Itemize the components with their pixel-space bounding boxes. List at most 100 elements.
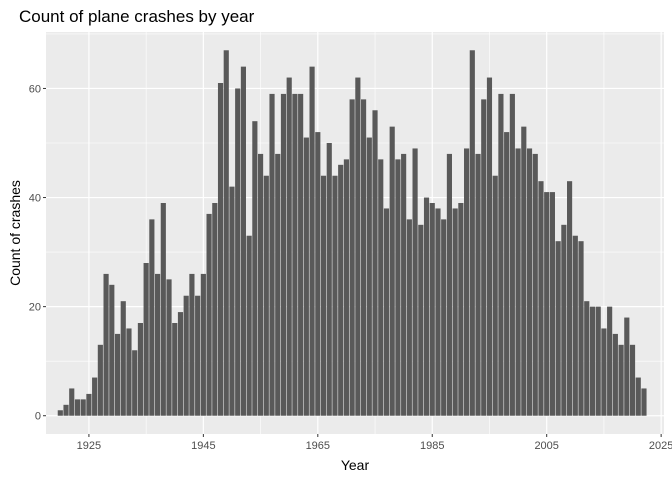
plot-panel xyxy=(46,32,664,434)
bar xyxy=(412,148,418,416)
bar xyxy=(160,203,166,416)
y-tick-label: 20 xyxy=(29,302,41,314)
bar xyxy=(315,132,321,416)
bars-group xyxy=(57,50,647,416)
bar xyxy=(418,224,424,416)
y-axis-ticks: 0 20 40 60 xyxy=(29,83,46,423)
y-tick-label: 40 xyxy=(29,193,41,205)
bar xyxy=(292,93,298,416)
bar xyxy=(263,175,269,416)
bar xyxy=(469,50,475,416)
bar xyxy=(200,273,206,416)
bar xyxy=(629,344,636,416)
bar xyxy=(246,235,252,416)
bar xyxy=(217,83,224,416)
bar xyxy=(195,295,201,416)
x-axis-ticks: 1925 1945 1965 1985 2005 2025 xyxy=(77,434,672,452)
bar xyxy=(114,333,121,416)
bar xyxy=(132,350,138,416)
bar xyxy=(406,219,412,416)
bar xyxy=(458,203,464,416)
bar xyxy=(269,93,275,416)
bar xyxy=(258,153,264,416)
y-tick-label: 0 xyxy=(35,411,41,423)
bar xyxy=(183,295,189,416)
bar xyxy=(498,93,504,416)
bar xyxy=(504,132,510,416)
bar xyxy=(155,273,161,416)
bar xyxy=(229,186,235,416)
bar xyxy=(372,110,378,416)
bar xyxy=(343,159,349,416)
bar xyxy=(298,93,304,416)
bar xyxy=(589,306,596,416)
bar xyxy=(567,181,573,416)
bar xyxy=(561,224,567,416)
bar xyxy=(103,273,109,416)
bar xyxy=(280,93,287,416)
bar xyxy=(143,263,149,416)
bar xyxy=(361,99,367,416)
bar xyxy=(309,66,315,416)
bar xyxy=(544,192,550,416)
x-tick-label: 1925 xyxy=(77,440,101,452)
bar xyxy=(149,219,155,416)
bar xyxy=(366,137,372,416)
bar xyxy=(206,213,212,416)
bar xyxy=(189,273,195,416)
bar xyxy=(538,181,544,416)
bar xyxy=(378,159,384,416)
bar xyxy=(515,148,521,416)
bar xyxy=(63,404,69,416)
y-tick-label: 60 xyxy=(29,83,41,95)
bar xyxy=(166,279,172,416)
x-tick-label: 2005 xyxy=(534,440,558,452)
bar xyxy=(584,301,590,416)
x-tick-label: 1985 xyxy=(420,440,444,452)
bar xyxy=(624,317,630,416)
bar xyxy=(464,148,470,416)
bar xyxy=(612,333,618,416)
bar xyxy=(235,88,241,416)
bar xyxy=(252,121,258,416)
bar xyxy=(618,344,624,416)
bar xyxy=(475,153,481,416)
bar xyxy=(74,399,81,416)
bar xyxy=(441,219,447,416)
bar xyxy=(286,77,292,416)
bar xyxy=(240,66,246,416)
bar xyxy=(109,284,115,416)
bar xyxy=(92,377,98,416)
x-tick-label: 1945 xyxy=(191,440,215,452)
bar xyxy=(126,328,132,416)
bar xyxy=(555,241,561,416)
bar xyxy=(172,323,178,416)
bar xyxy=(326,143,332,416)
bar xyxy=(338,164,344,416)
chart-title: Count of plane crashes by year xyxy=(19,7,255,26)
bar xyxy=(446,153,452,416)
bar xyxy=(521,126,527,416)
bar xyxy=(383,208,390,416)
bar xyxy=(526,148,533,416)
bar xyxy=(80,399,86,416)
bar xyxy=(389,126,395,416)
bar xyxy=(486,77,493,416)
bar xyxy=(223,50,229,416)
bar xyxy=(120,301,126,416)
bar xyxy=(212,203,218,416)
y-axis-title: Count of crashes xyxy=(7,180,23,286)
bar xyxy=(69,388,75,416)
bar xyxy=(137,323,143,416)
bar xyxy=(607,306,613,416)
bar xyxy=(332,175,338,416)
x-axis-title: Year xyxy=(341,457,370,473)
bar xyxy=(275,153,281,416)
bar xyxy=(578,241,584,416)
bar xyxy=(572,235,578,416)
bar xyxy=(492,175,498,416)
bar xyxy=(452,208,458,416)
bar xyxy=(509,93,515,416)
bar xyxy=(57,410,63,416)
x-tick-label: 2025 xyxy=(649,440,672,452)
